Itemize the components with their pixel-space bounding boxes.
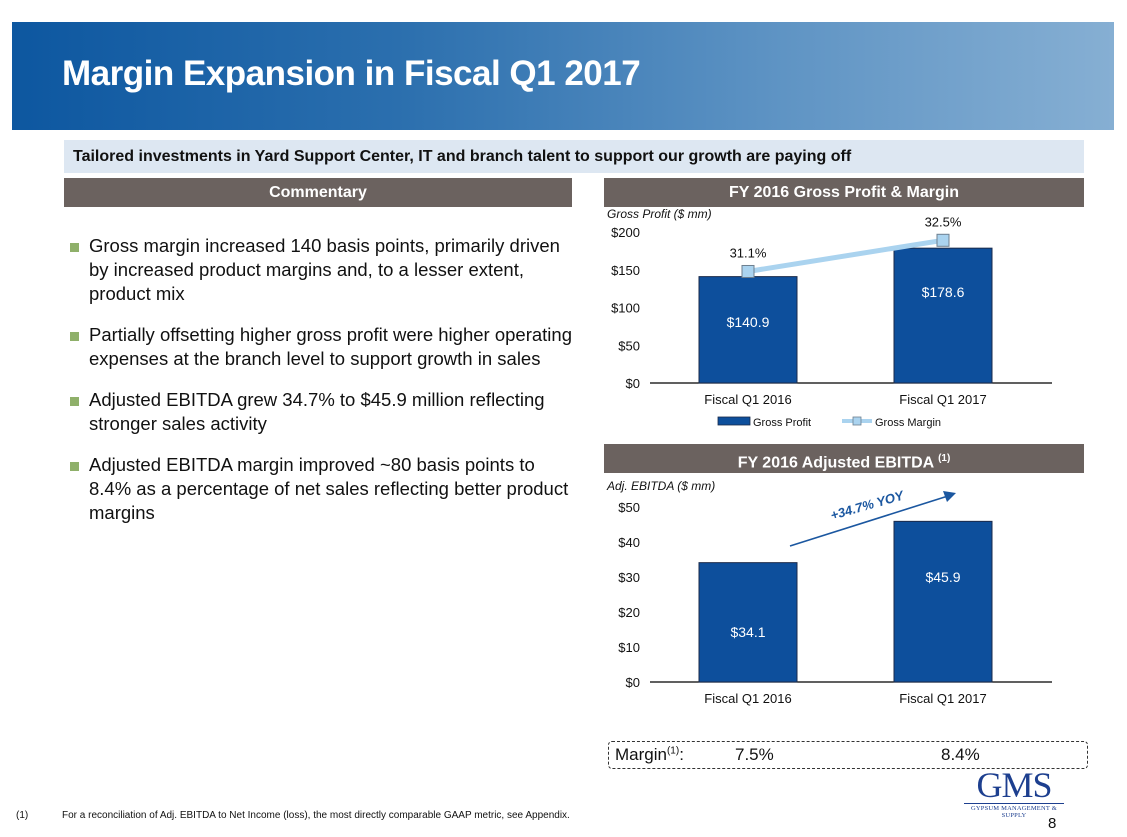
footnote: (1) For a reconciliation of Adj. EBITDA t… [16,810,570,821]
y-tick-label: $50 [618,500,640,515]
footnote-text: For a reconciliation of Adj. EBITDA to N… [62,810,570,821]
commentary-header: Commentary [64,178,572,207]
ebitda-chart-header: FY 2016 Adjusted EBITDA (1) [604,444,1084,473]
y-tick-label: $20 [618,605,640,620]
yoy-arrow-line [789,495,949,547]
margin-label-colon: : [679,745,684,764]
y-tick-label: $10 [618,640,640,655]
bar-value-label: $34.1 [730,624,765,640]
square-bullet-icon [70,462,79,471]
commentary-bullet-text: Gross margin increased 140 basis points,… [89,235,560,304]
gross-profit-chart: Gross Profit ($ mm) $0 $50 $100 $150 $200 $140… [600,204,1090,436]
gross-margin-marker [936,233,950,247]
x-category-label: Fiscal Q1 2016 [704,392,791,407]
x-category-label: Fiscal Q1 2017 [899,392,986,407]
commentary-panel: Gross margin increased 140 basis points,… [64,234,574,542]
x-category-label: Fiscal Q1 2017 [899,691,986,706]
square-bullet-icon [70,243,79,252]
bar [698,562,798,683]
page-title: Margin Expansion in Fiscal Q1 2017 [62,54,641,93]
legend-swatch-gross-profit [717,416,751,426]
yoy-annotation: +34.7% YOY [829,487,907,523]
gms-logo: GMS GYPSUM MANAGEMENT & SUPPLY [958,765,1070,819]
y-tick-label: $200 [611,225,640,240]
ebitda-title-footnote: (1) [938,453,951,464]
margin-label-footnote: (1) [666,745,680,757]
y-tick-label: $40 [618,535,640,550]
y-tick-label: $0 [626,675,640,690]
ebitda-chart: Adj. EBITDA ($ mm) $0 $10 $20 $30 $40 $50 $34.1… [600,474,1090,714]
legend-label-gross-profit: Gross Profit [753,417,811,429]
tagline: Tailored investments in Yard Support Cen… [64,140,1084,173]
commentary-bullet: Gross margin increased 140 basis points,… [64,234,574,306]
square-bullet-icon [70,397,79,406]
ebitda-chart-title: FY 2016 Adjusted EBITDA [737,454,934,472]
commentary-bullet-text: Adjusted EBITDA grew 34.7% to $45.9 mill… [89,389,545,434]
logo-tagline: GYPSUM MANAGEMENT & SUPPLY [970,805,1058,819]
commentary-bullet-text: Partially offsetting higher gross profit… [89,324,572,369]
page-number: 8 [1048,815,1057,832]
legend-swatch-gross-margin-marker [852,416,862,426]
gross-margin-marker [741,264,755,278]
x-category-label: Fiscal Q1 2016 [704,691,791,706]
bar-value-label: $45.9 [925,569,960,585]
y-tick-label: $30 [618,570,640,585]
yoy-arrow-head-icon [943,491,956,502]
y-axis-label: Adj. EBITDA ($ mm) [606,479,715,493]
square-bullet-icon [70,332,79,341]
margin-value-q1-2016: 7.5% [735,745,774,764]
margin-value-q1-2017: 8.4% [941,745,980,764]
gross-profit-chart-svg: Gross Profit ($ mm) $0 $50 $100 $150 $200 $140… [607,207,1052,429]
title-banner: Margin Expansion in Fiscal Q1 2017 [12,22,1114,130]
margin-row: Margin(1): 7.5% 8.4% [608,741,1088,769]
margin-label: Margin(1): [615,745,684,765]
bar-value-label: $140.9 [727,314,770,330]
legend-label-gross-margin: Gross Margin [875,417,941,429]
gross-profit-chart-header: FY 2016 Gross Profit & Margin [604,178,1084,207]
y-tick-label: $150 [611,263,640,278]
y-tick-label: $100 [611,301,640,316]
gross-margin-label: 32.5% [925,214,962,229]
y-tick-label: $0 [626,376,640,391]
commentary-bullet-text: Adjusted EBITDA margin improved ~80 basi… [89,454,569,523]
gross-margin-line [747,237,944,274]
footnote-marker: (1) [16,810,29,821]
ebitda-chart-svg: Adj. EBITDA ($ mm) $0 $10 $20 $30 $40 $50 $34.1… [606,479,1052,706]
commentary-bullet: Adjusted EBITDA margin improved ~80 basi… [64,453,574,525]
logo-rule [964,803,1064,804]
bar [893,520,993,683]
commentary-bullet: Adjusted EBITDA grew 34.7% to $45.9 mill… [64,388,574,436]
logo-wordmark: GMS [976,765,1052,805]
bar [698,276,798,384]
y-axis-label: Gross Profit ($ mm) [607,207,712,221]
y-tick-label: $50 [618,338,640,353]
margin-label-text: Margin [615,745,667,764]
bar-value-label: $178.6 [922,284,965,300]
gross-margin-label: 31.1% [730,245,767,260]
commentary-list: Gross margin increased 140 basis points,… [64,234,574,525]
commentary-bullet: Partially offsetting higher gross profit… [64,323,574,371]
bar [893,247,993,384]
